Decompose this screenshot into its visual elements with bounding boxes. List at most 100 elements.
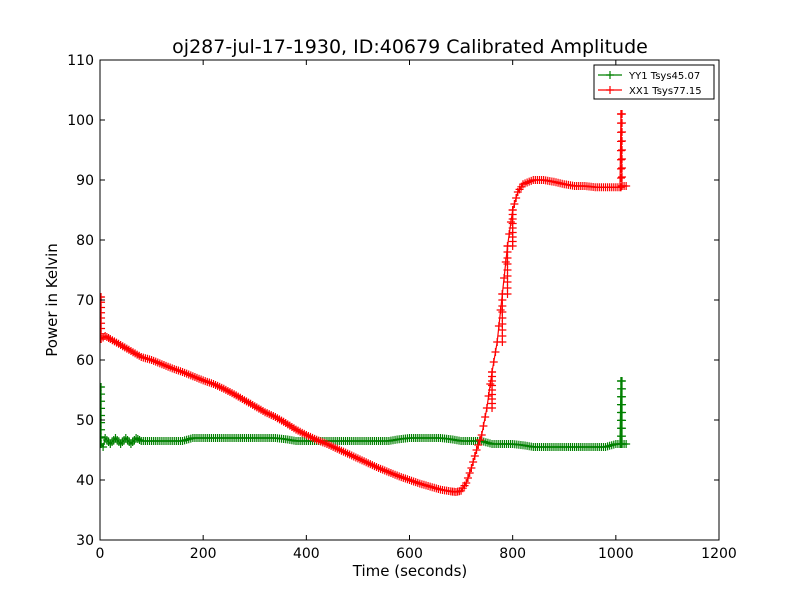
data-point	[178, 368, 187, 376]
data-point	[199, 376, 208, 385]
x-tick-label: 0	[96, 546, 105, 562]
data-point	[333, 444, 342, 453]
data-point	[180, 368, 189, 377]
data-point	[195, 374, 204, 383]
data-point	[155, 359, 164, 368]
data-point	[100, 390, 106, 399]
data-point	[261, 408, 270, 417]
data-point	[133, 435, 142, 443]
data-point	[331, 443, 340, 452]
data-point	[225, 388, 234, 397]
data-point	[382, 467, 391, 476]
data-point	[618, 182, 627, 190]
data-point	[159, 361, 168, 370]
data-point	[211, 380, 220, 389]
data-point	[292, 425, 301, 434]
data-point	[304, 431, 313, 440]
data-point	[108, 336, 117, 345]
data-point	[244, 398, 253, 407]
data-point	[374, 464, 383, 472]
data-point	[618, 432, 627, 441]
data-point	[101, 332, 110, 340]
data-point	[123, 436, 132, 444]
data-point	[475, 436, 484, 444]
data-point	[121, 434, 130, 442]
data-point	[217, 383, 226, 392]
data-point	[112, 338, 121, 347]
data-point	[132, 434, 141, 442]
data-point	[465, 469, 474, 477]
data-point	[100, 397, 106, 406]
data-point	[213, 381, 222, 390]
data-point	[523, 178, 532, 187]
data-point	[182, 369, 191, 378]
data-point	[289, 424, 298, 433]
data-point	[248, 401, 257, 409]
data-point	[223, 386, 232, 395]
data-point	[131, 349, 140, 358]
ticks-layer: 0 200 400 600 800 1000 1200 30 40 50 60 70 80 90 100 11…	[67, 53, 737, 562]
data-point	[151, 357, 160, 366]
legend-entry-1: XX1 Tsys77.15	[598, 86, 702, 97]
data-point	[343, 449, 352, 458]
data-point	[113, 436, 122, 444]
data-point	[122, 344, 131, 353]
data-point	[362, 458, 371, 467]
data-point	[474, 441, 483, 449]
data-point	[240, 396, 249, 405]
data-point	[329, 442, 338, 451]
data-point	[135, 436, 144, 444]
data-point	[372, 463, 381, 472]
data-point	[397, 473, 406, 482]
data-point	[157, 360, 166, 369]
data-point	[101, 434, 110, 442]
data-point	[120, 343, 129, 352]
data-point	[296, 427, 305, 436]
x-tick-label: 400	[293, 546, 320, 562]
y-tick-label: 40	[76, 473, 94, 489]
data-point	[287, 422, 296, 431]
data-point	[184, 370, 193, 379]
data-point	[407, 476, 416, 485]
data-point	[339, 447, 348, 456]
data-point	[401, 474, 410, 483]
data-point	[242, 397, 251, 406]
data-point	[102, 333, 111, 341]
data-point	[126, 347, 135, 355]
data-point	[135, 351, 144, 360]
data-point	[384, 468, 393, 477]
data-point	[405, 476, 414, 484]
data-point	[256, 405, 265, 414]
data-point	[203, 377, 212, 386]
data-point	[219, 384, 228, 393]
data-point	[238, 395, 247, 403]
data-point	[164, 362, 173, 371]
data-point	[391, 470, 400, 479]
data-point	[618, 384, 627, 393]
data-point	[170, 365, 179, 374]
data-point	[481, 413, 490, 421]
data-point	[124, 345, 133, 354]
data-point	[618, 392, 627, 401]
data-point	[496, 306, 505, 314]
data-point	[618, 137, 627, 145]
series-layer	[100, 110, 631, 496]
data-point	[106, 440, 115, 448]
data-point	[393, 471, 402, 480]
data-point	[489, 358, 498, 366]
data-point	[500, 274, 509, 282]
data-point	[126, 440, 135, 448]
data-point	[118, 438, 127, 446]
data-point	[273, 414, 282, 423]
data-point	[186, 371, 195, 380]
data-point	[116, 341, 125, 349]
data-point	[335, 445, 344, 454]
data-point	[254, 404, 263, 413]
data-point	[100, 411, 106, 420]
data-point	[472, 446, 481, 454]
data-point	[263, 409, 272, 418]
data-point	[325, 440, 334, 449]
data-point	[510, 200, 519, 208]
data-point	[172, 365, 181, 374]
data-point	[106, 335, 115, 343]
